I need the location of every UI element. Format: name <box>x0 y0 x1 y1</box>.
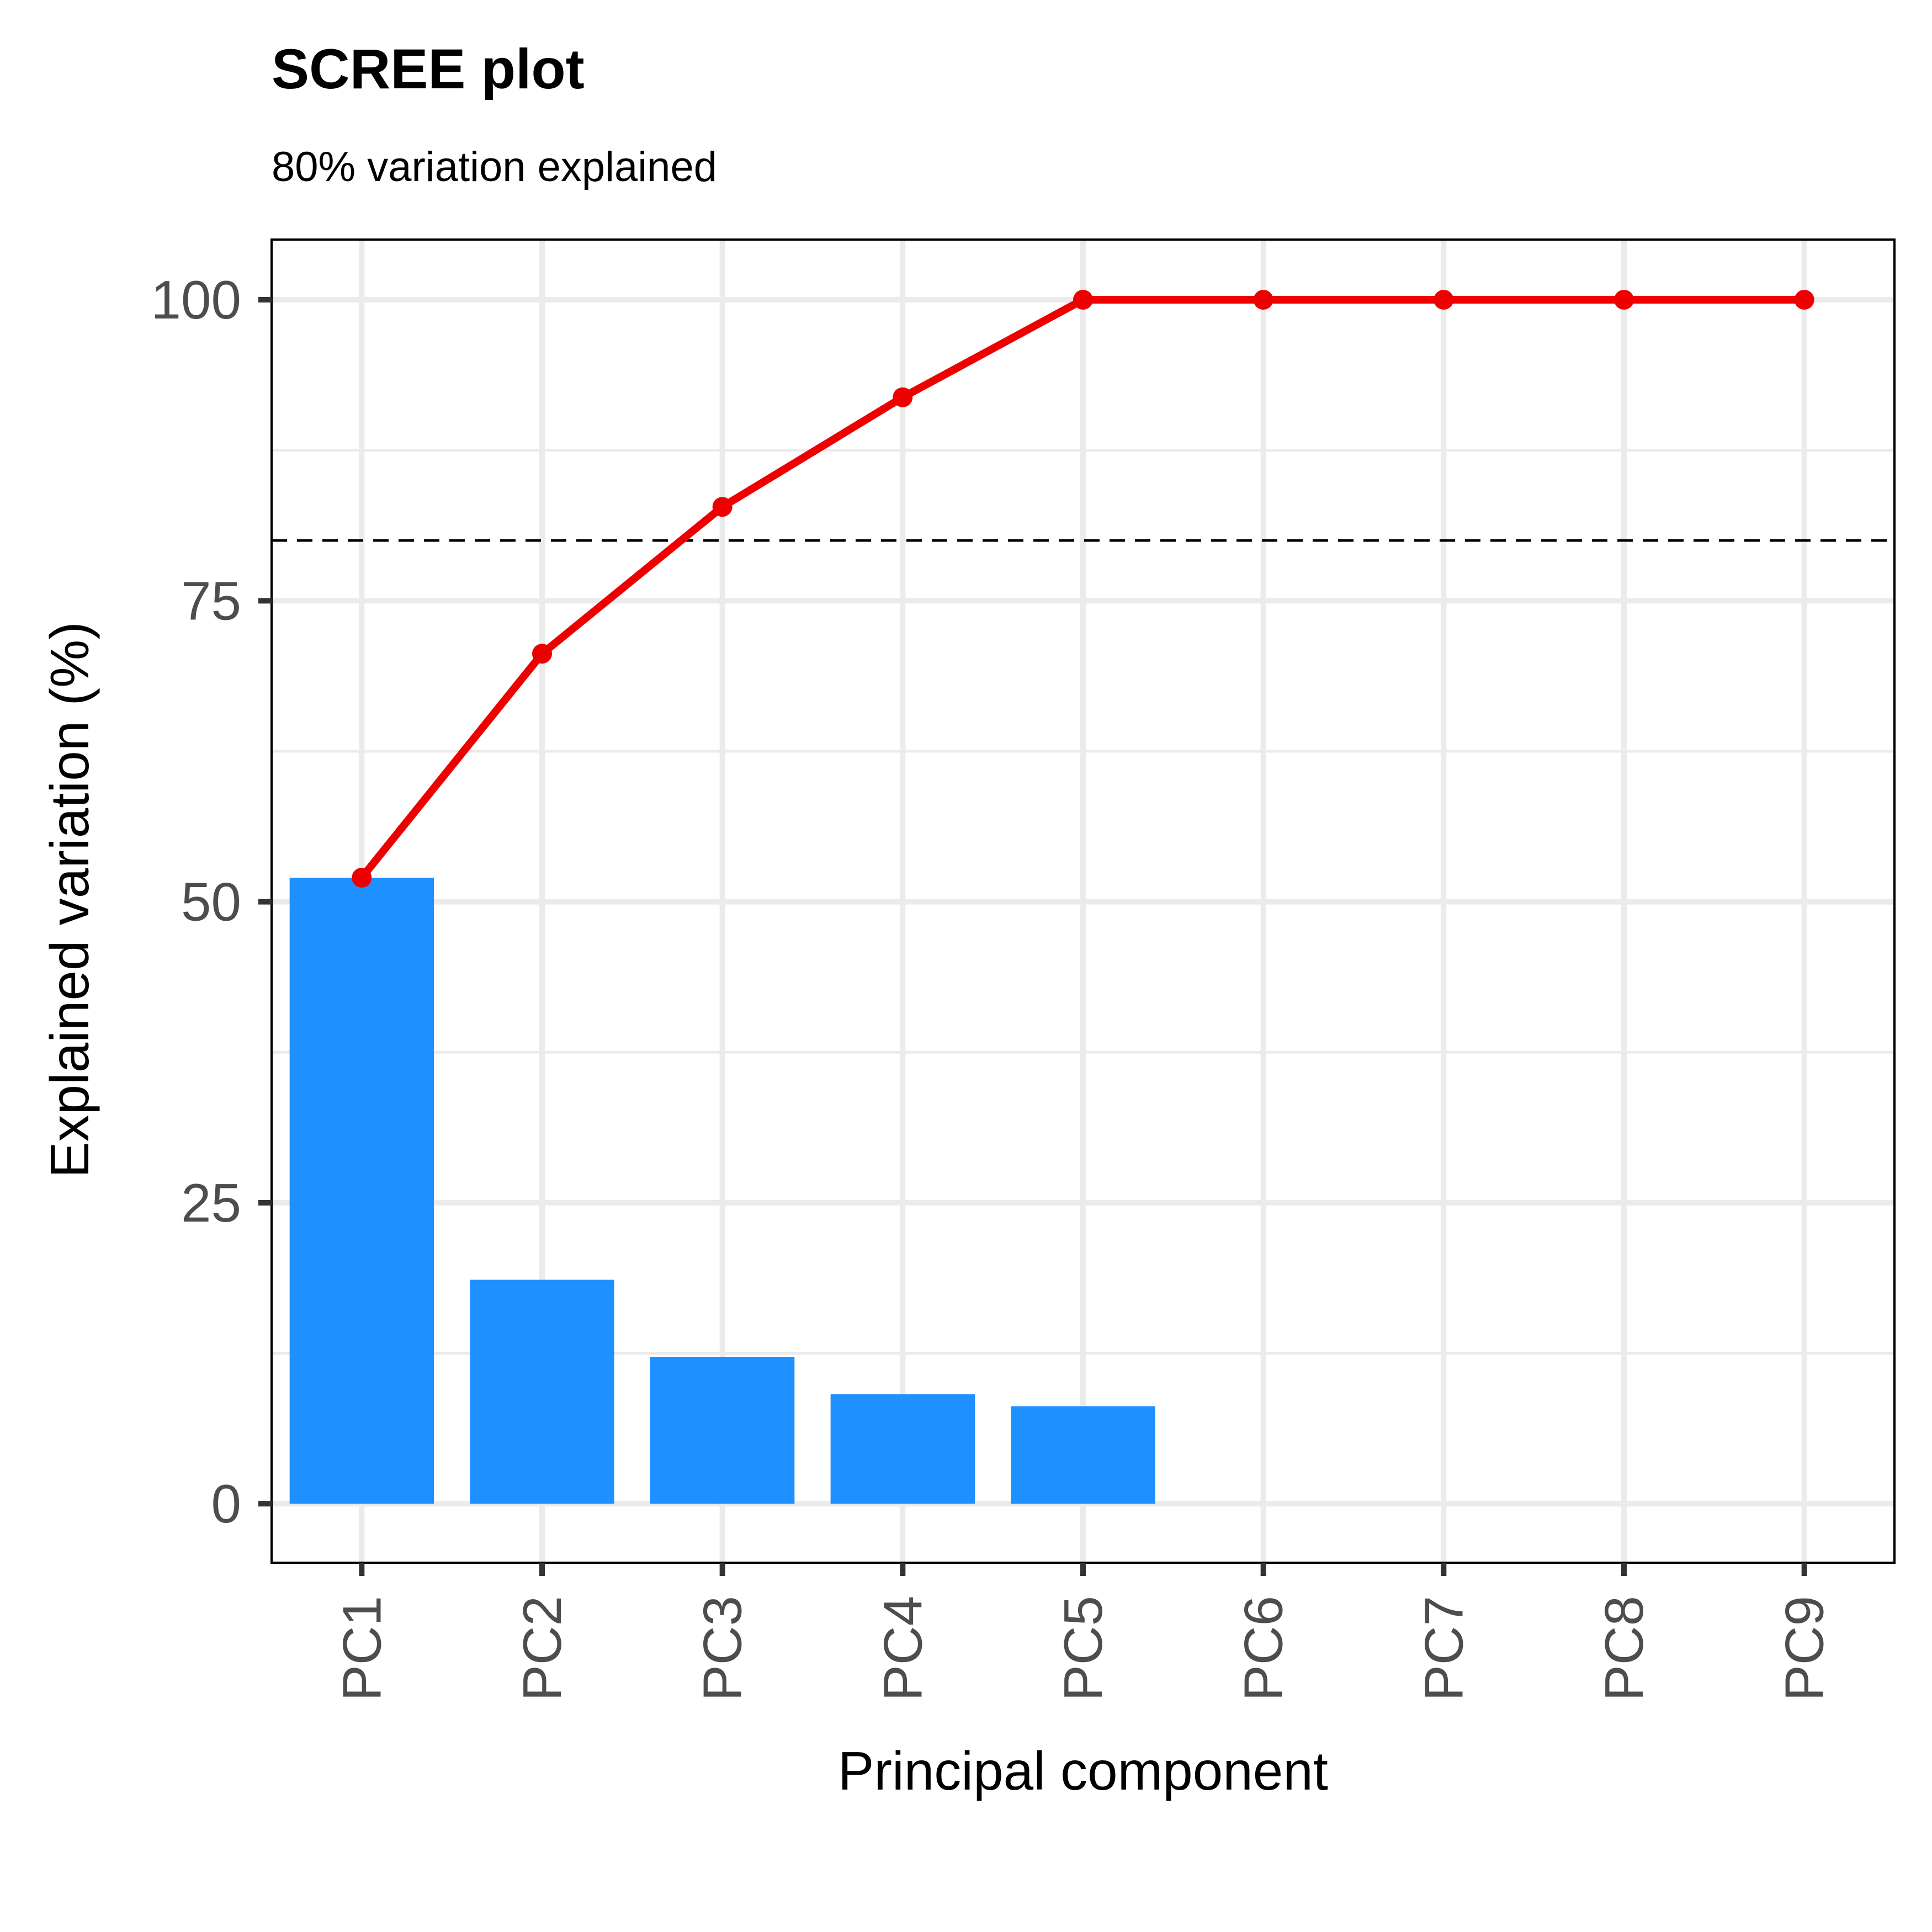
x-tick-label: PC9 <box>1774 1596 1835 1701</box>
bar-pc5 <box>1011 1406 1155 1504</box>
cumulative-line-series <box>352 290 1814 888</box>
y-tick-label: 75 <box>181 570 241 631</box>
cumulative-point-pc6 <box>1253 290 1273 310</box>
y-tick-label: 25 <box>181 1172 241 1233</box>
y-tick-label: 50 <box>181 872 241 932</box>
bar-pc1 <box>289 877 434 1504</box>
cumulative-point-pc7 <box>1434 290 1454 310</box>
cumulative-point-pc9 <box>1794 290 1814 310</box>
y-axis: 0 25 50 75 100 <box>151 269 272 1534</box>
cumulative-point-pc3 <box>712 497 733 517</box>
bar-pc2 <box>470 1280 614 1504</box>
bar-series <box>289 877 1155 1504</box>
chart-title: SCREE plot <box>272 38 585 100</box>
x-axis-title: Principal component <box>838 1740 1328 1801</box>
y-axis-title: Explained variation (%) <box>39 622 100 1178</box>
x-axis: PC1 PC2 PC3 PC4 PC5 PC6 PC7 PC8 PC9 <box>331 1563 1835 1701</box>
y-tick-label: 0 <box>211 1473 241 1534</box>
chart-subtitle: 80% variation explained <box>272 144 717 190</box>
cumulative-point-pc4 <box>893 387 913 407</box>
x-tick-label: PC1 <box>331 1596 392 1701</box>
bar-pc3 <box>650 1357 795 1504</box>
x-tick-label: PC3 <box>692 1596 753 1701</box>
x-tick-label: PC5 <box>1053 1596 1113 1701</box>
x-tick-label: PC2 <box>512 1596 572 1701</box>
x-tick-label: PC8 <box>1594 1596 1654 1701</box>
x-tick-label: PC4 <box>872 1596 933 1701</box>
y-tick-label: 100 <box>151 269 241 330</box>
x-tick-label: PC6 <box>1233 1596 1294 1701</box>
cumulative-point-pc1 <box>352 867 372 888</box>
cumulative-point-pc2 <box>532 644 552 664</box>
cumulative-point-pc8 <box>1614 290 1634 310</box>
cumulative-point-pc5 <box>1073 290 1093 310</box>
x-tick-label: PC7 <box>1413 1596 1474 1701</box>
bar-pc4 <box>830 1394 975 1504</box>
